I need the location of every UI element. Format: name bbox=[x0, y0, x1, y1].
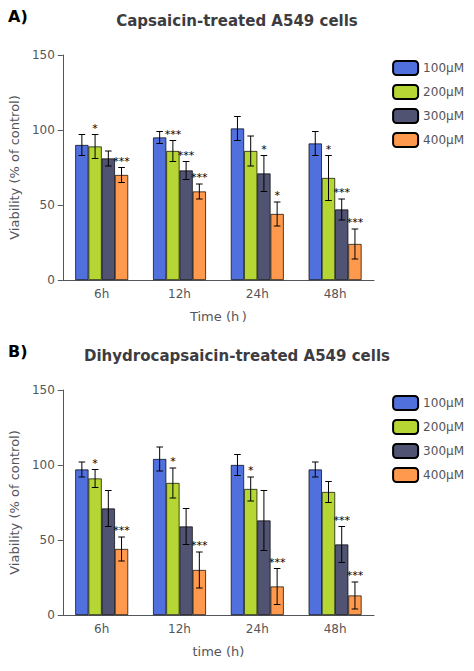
svg-text:48h: 48h bbox=[324, 622, 347, 636]
svg-text:Viability (% of control): Viability (% of control) bbox=[7, 95, 22, 240]
svg-text:6h: 6h bbox=[94, 287, 109, 301]
svg-text:*: * bbox=[92, 122, 98, 135]
svg-text:***: *** bbox=[269, 556, 286, 569]
svg-text:***: *** bbox=[165, 128, 182, 141]
svg-text:50: 50 bbox=[40, 533, 55, 547]
svg-text:0: 0 bbox=[47, 608, 55, 622]
svg-text:time (h): time (h) bbox=[192, 644, 244, 659]
svg-text:100: 100 bbox=[32, 123, 55, 137]
svg-text:Dihydrocapsaicin-treated A549: Dihydrocapsaicin-treated A549 cells bbox=[84, 347, 390, 365]
svg-text:400μM: 400μM bbox=[423, 133, 464, 147]
svg-text:*: * bbox=[326, 143, 332, 156]
svg-text:*: * bbox=[170, 455, 176, 468]
svg-text:300μM: 300μM bbox=[423, 444, 464, 458]
svg-text:***: *** bbox=[191, 171, 208, 184]
svg-text:400μM: 400μM bbox=[423, 468, 464, 482]
svg-text:*: * bbox=[92, 457, 98, 470]
svg-text:Viability (% of control): Viability (% of control) bbox=[7, 430, 22, 575]
svg-text:200μM: 200μM bbox=[423, 420, 464, 434]
svg-text:A): A) bbox=[8, 7, 28, 26]
svg-text:Time (h ): Time (h ) bbox=[189, 309, 247, 324]
svg-text:***: *** bbox=[113, 155, 130, 168]
svg-text:***: *** bbox=[191, 539, 208, 552]
svg-text:***: *** bbox=[347, 569, 364, 582]
svg-text:***: *** bbox=[113, 524, 130, 537]
svg-text:***: *** bbox=[333, 514, 350, 527]
svg-text:***: *** bbox=[178, 149, 195, 162]
svg-text:100: 100 bbox=[32, 458, 55, 472]
svg-text:***: *** bbox=[347, 216, 364, 229]
svg-text:200μM: 200μM bbox=[423, 85, 464, 99]
svg-text:Capsaicin-treated A549 cells: Capsaicin-treated A549 cells bbox=[116, 12, 358, 30]
svg-text:12h: 12h bbox=[168, 622, 191, 636]
svg-text:150: 150 bbox=[32, 48, 55, 62]
svg-text:100μM: 100μM bbox=[423, 61, 464, 75]
svg-text:*: * bbox=[261, 143, 267, 156]
svg-text:*: * bbox=[274, 189, 280, 202]
svg-text:24h: 24h bbox=[246, 287, 269, 301]
svg-text:150: 150 bbox=[32, 383, 55, 397]
svg-text:*: * bbox=[248, 464, 254, 477]
svg-text:50: 50 bbox=[40, 198, 55, 212]
svg-text:B): B) bbox=[8, 342, 28, 361]
svg-text:12h: 12h bbox=[168, 287, 191, 301]
svg-text:100μM: 100μM bbox=[423, 396, 464, 410]
svg-text:24h: 24h bbox=[246, 622, 269, 636]
svg-text:300μM: 300μM bbox=[423, 109, 464, 123]
svg-text:6h: 6h bbox=[94, 622, 109, 636]
svg-text:48h: 48h bbox=[324, 287, 347, 301]
svg-text:0: 0 bbox=[47, 273, 55, 287]
svg-text:***: *** bbox=[333, 186, 350, 199]
